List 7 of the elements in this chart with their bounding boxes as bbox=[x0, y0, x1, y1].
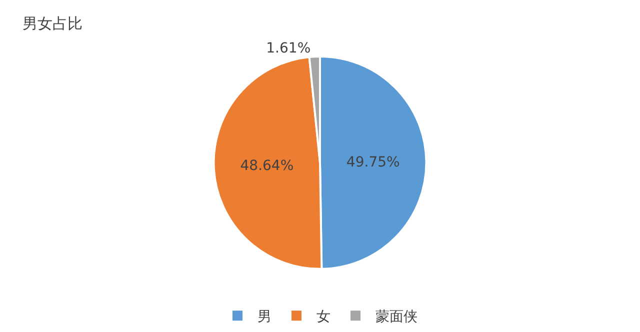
text: 男女占比 bbox=[22, 14, 82, 32]
data-label: 49.75% bbox=[346, 154, 400, 170]
legend-label: 女 bbox=[316, 309, 330, 326]
legend-label: 男 bbox=[258, 309, 272, 326]
data-label: 1.61% bbox=[266, 40, 311, 57]
data-label: 48.64% bbox=[240, 158, 294, 174]
legend-label: 蒙面侠 bbox=[376, 309, 418, 326]
